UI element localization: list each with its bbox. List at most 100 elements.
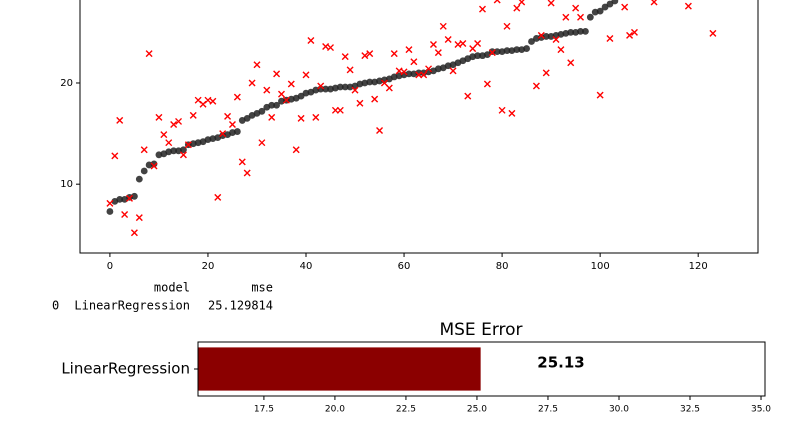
prediction-marker xyxy=(233,93,241,101)
x-tick-label: 22.5 xyxy=(396,405,416,415)
prediction-marker xyxy=(273,70,281,78)
actual-marker xyxy=(180,146,187,154)
df-cell: 25.129814 xyxy=(208,299,273,313)
prediction-marker xyxy=(346,66,354,74)
prediction-marker xyxy=(184,141,192,149)
prediction-marker xyxy=(243,169,251,177)
prediction-marker xyxy=(478,5,486,13)
prediction-marker xyxy=(498,106,506,114)
prediction-marker xyxy=(238,158,246,166)
prediction-marker xyxy=(224,112,232,120)
value-label: 25.13 xyxy=(537,354,584,372)
prediction-marker xyxy=(219,130,227,138)
prediction-marker xyxy=(302,71,310,79)
prediction-marker xyxy=(464,92,472,100)
actual-marker xyxy=(415,69,423,77)
actual-marker xyxy=(106,208,114,215)
prediction-marker xyxy=(297,114,305,122)
actual-marker xyxy=(366,78,374,86)
x-tick-label: 120 xyxy=(689,261,708,272)
actual-marker xyxy=(474,52,481,60)
prediction-marker xyxy=(508,109,516,117)
x-tick-label: 32.5 xyxy=(680,405,700,415)
actual-marker xyxy=(405,70,413,78)
prediction-marker xyxy=(537,31,545,39)
prediction-marker xyxy=(307,36,315,44)
prediction-marker xyxy=(209,97,217,105)
prediction-marker xyxy=(434,49,442,57)
prediction-marker xyxy=(351,86,359,94)
prediction-marker xyxy=(626,31,634,39)
prediction-marker xyxy=(400,68,408,76)
actual-marker xyxy=(273,101,280,109)
prediction-marker xyxy=(650,0,658,6)
prediction-marker xyxy=(596,91,604,99)
x-tick-label: 100 xyxy=(591,261,610,272)
prediction-marker xyxy=(630,28,638,36)
x-tick-label: 35.0 xyxy=(751,405,771,415)
prediction-marker xyxy=(170,120,178,128)
prediction-marker xyxy=(410,58,418,66)
prediction-marker xyxy=(709,29,717,37)
actual-marker xyxy=(596,7,604,15)
actual-marker xyxy=(297,92,305,100)
y-tick-label: 20 xyxy=(60,78,73,89)
prediction-marker xyxy=(121,211,129,219)
y-tick-label: LinearRegression xyxy=(61,360,190,378)
prediction-marker xyxy=(258,139,266,147)
prediction-marker xyxy=(160,131,168,139)
prediction-marker xyxy=(606,34,614,42)
actual-marker xyxy=(601,3,609,11)
prediction-marker xyxy=(292,146,300,154)
actual-marker xyxy=(135,175,143,183)
x-tick-label: 27.5 xyxy=(538,405,558,415)
prediction-marker xyxy=(542,69,550,77)
prediction-marker xyxy=(577,13,585,21)
prediction-marker xyxy=(513,4,521,12)
prediction-marker xyxy=(150,162,158,170)
prediction-marker xyxy=(155,113,163,121)
prediction-marker xyxy=(684,2,692,10)
prediction-marker xyxy=(552,35,560,43)
prediction-marker xyxy=(175,117,183,125)
prediction-marker xyxy=(145,50,153,58)
prediction-marker xyxy=(106,199,114,207)
prediction-marker xyxy=(557,46,565,54)
prediction-marker xyxy=(268,113,276,121)
prediction-marker xyxy=(253,61,261,69)
actual-marker xyxy=(116,195,124,203)
prediction-marker xyxy=(277,90,285,98)
actual-marker xyxy=(577,27,584,35)
prediction-marker xyxy=(179,151,187,159)
prediction-marker xyxy=(263,86,271,94)
prediction-marker xyxy=(493,0,501,4)
actual-marker xyxy=(140,167,148,175)
chart-title: MSE Error xyxy=(439,320,522,340)
prediction-marker xyxy=(356,99,364,107)
prediction-marker xyxy=(449,67,457,75)
prediction-marker xyxy=(135,214,143,222)
actual-marker xyxy=(523,45,531,52)
actual-marker xyxy=(341,83,349,91)
prediction-marker xyxy=(130,229,138,237)
prediction-marker xyxy=(503,22,511,30)
actual-marker xyxy=(513,46,521,53)
actual-marker xyxy=(258,107,266,115)
axes-frame xyxy=(79,0,759,254)
prediction-marker xyxy=(444,35,452,43)
actual-marker xyxy=(611,0,619,5)
prediction-marker xyxy=(429,41,437,49)
x-tick-label: 17.5 xyxy=(254,405,274,415)
prediction-marker xyxy=(567,59,575,67)
prediction-marker xyxy=(341,53,349,61)
x-tick-label: 20 xyxy=(202,261,215,272)
actual-marker xyxy=(503,47,511,54)
prediction-marker xyxy=(165,139,173,147)
prediction-marker xyxy=(390,50,398,58)
actual-marker xyxy=(488,48,496,56)
prediction-marker xyxy=(336,106,344,114)
actual-marker xyxy=(150,160,158,168)
y-tick-label: 10 xyxy=(60,179,73,190)
prediction-marker xyxy=(317,82,325,90)
actual-marker xyxy=(322,85,330,93)
